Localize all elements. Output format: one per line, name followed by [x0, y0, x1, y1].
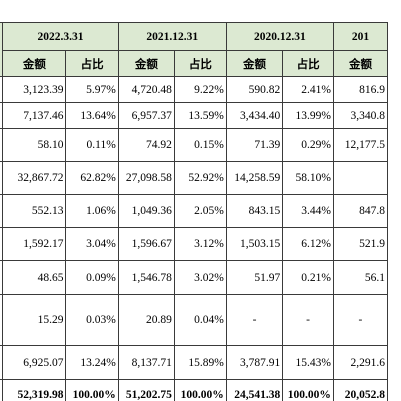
ratio-cell: 100.00%	[282, 379, 334, 401]
ratio-cell: 58.10%	[282, 161, 334, 195]
amount-cell: 8,137.71	[117, 345, 175, 380]
amount-cell: 14,258.59	[225, 161, 284, 195]
ratio-cell: 15.89%	[173, 345, 227, 380]
amount-cell: 847.8	[332, 194, 389, 228]
ratio-header: 占比	[65, 50, 119, 77]
ratio-header: 占比	[282, 50, 334, 77]
ratio-cell: 9.22%	[173, 76, 227, 103]
ratio-cell: 13.59%	[173, 102, 227, 129]
ratio-cell: 3.02%	[173, 260, 227, 295]
amount-header: 金额	[2, 50, 67, 77]
amount-cell: 1,503.15	[225, 227, 284, 261]
ratio-cell: 2.41%	[282, 76, 334, 103]
amount-cell: 816.9	[332, 76, 389, 103]
amount-cell: 20,052.8	[332, 379, 389, 401]
table-row: 15.29 0.03% 20.89 0.04% - - -	[0, 294, 389, 346]
amount-cell: 56.1	[332, 260, 389, 295]
amount-header: 金额	[332, 50, 389, 77]
amount-cell: 3,434.40	[225, 102, 284, 129]
table-row: 58.10 0.11% 74.92 0.15% 71.39 0.29% 12,1…	[0, 128, 389, 162]
amount-cell: 843.15	[225, 194, 284, 228]
amount-cell: 521.9	[332, 227, 389, 261]
amount-cell: 52,319.98	[2, 379, 67, 401]
ratio-cell: 0.09%	[65, 260, 119, 295]
amount-cell: 24,541.38	[225, 379, 284, 401]
amount-cell: 3,787.91	[225, 345, 284, 380]
ratio-cell: 100.00%	[65, 379, 119, 401]
amount-cell: 4,720.48	[117, 76, 175, 103]
ratio-cell: 0.21%	[282, 260, 334, 295]
amount-cell: 7,137.46	[2, 102, 67, 129]
amount-cell: 1,049.36	[117, 194, 175, 228]
row-label-cell	[0, 379, 4, 401]
amount-cell: 15.29	[2, 294, 67, 346]
amount-cell: -	[225, 294, 284, 346]
period-header: 2020.12.31	[225, 22, 334, 51]
amount-cell: 20.89	[117, 294, 175, 346]
amount-cell: 74.92	[117, 128, 175, 162]
ratio-cell: 3.12%	[173, 227, 227, 261]
amount-cell: 58.10	[2, 128, 67, 162]
period-header-row: 2022.3.31 2021.12.31 2020.12.31 201	[0, 22, 389, 77]
table-row: 3,123.39 5.97% 4,720.48 9.22% 590.82 2.4…	[0, 76, 389, 103]
ratio-cell: 2.05%	[173, 194, 227, 228]
period-header: 201	[332, 22, 389, 51]
amount-cell: 1,592.17	[2, 227, 67, 261]
amount-cell: 1,596.67	[117, 227, 175, 261]
ratio-cell: 13.24%	[65, 345, 119, 380]
ratio-cell: 100.00%	[173, 379, 227, 401]
amount-cell: 590.82	[225, 76, 284, 103]
amount-cell: 32,867.72	[2, 161, 67, 195]
ratio-cell: 0.11%	[65, 128, 119, 162]
ratio-cell: 3.04%	[65, 227, 119, 261]
ratio-cell: 1.06%	[65, 194, 119, 228]
amount-cell: 51,202.75	[117, 379, 175, 401]
amount-cell: 71.39	[225, 128, 284, 162]
amount-cell: 6,957.37	[117, 102, 175, 129]
amount-cell: 3,123.39	[2, 76, 67, 103]
ratio-cell: 5.97%	[65, 76, 119, 103]
amount-cell: 2,291.6	[332, 345, 389, 380]
amount-cell: 6,925.07	[2, 345, 67, 380]
ratio-header: 占比	[173, 50, 227, 77]
table-row: 6,925.07 13.24% 8,137.71 15.89% 3,787.91…	[0, 345, 389, 380]
amount-cell: 48.65	[2, 260, 67, 295]
ratio-cell: 15.43%	[282, 345, 334, 380]
ratio-cell: -	[282, 294, 334, 346]
period-header: 2021.12.31	[117, 22, 227, 51]
table-row: 32,867.72 62.82% 27,098.58 52.92% 14,258…	[0, 161, 389, 195]
table-row: 7,137.46 13.64% 6,957.37 13.59% 3,434.40…	[0, 102, 389, 129]
financial-table: 2022.3.31 2021.12.31 2020.12.31 201 金额 占…	[0, 22, 389, 401]
ratio-cell: 0.03%	[65, 294, 119, 346]
amount-cell: 552.13	[2, 194, 67, 228]
amount-header: 金额	[117, 50, 175, 77]
amount-cell: 51.97	[225, 260, 284, 295]
table-row: 1,592.17 3.04% 1,596.67 3.12% 1,503.15 6…	[0, 227, 389, 261]
ratio-cell: 0.04%	[173, 294, 227, 346]
amount-cell: -	[332, 294, 389, 346]
period-header: 2022.3.31	[2, 22, 119, 51]
ratio-cell: 62.82%	[65, 161, 119, 195]
table-row: 552.13 1.06% 1,049.36 2.05% 843.15 3.44%…	[0, 194, 389, 228]
amount-cell: 3,340.8	[332, 102, 389, 129]
ratio-cell: 0.15%	[173, 128, 227, 162]
ratio-cell: 13.64%	[65, 102, 119, 129]
ratio-cell: 6.12%	[282, 227, 334, 261]
amount-cell	[332, 161, 389, 195]
amount-cell: 1,546.78	[117, 260, 175, 295]
ratio-cell: 3.44%	[282, 194, 334, 228]
ratio-cell: 13.99%	[282, 102, 334, 129]
amount-cell: 27,098.58	[117, 161, 175, 195]
amount-header: 金额	[225, 50, 284, 77]
ratio-cell: 52.92%	[173, 161, 227, 195]
table-row: 48.65 0.09% 1,546.78 3.02% 51.97 0.21% 5…	[0, 260, 389, 295]
sub-header-row: 金额 占比 金额 占比 金额 占比 金额	[0, 50, 389, 77]
ratio-cell: 0.29%	[282, 128, 334, 162]
total-row: 52,319.98 100.00% 51,202.75 100.00% 24,5…	[0, 379, 389, 401]
amount-cell: 12,177.5	[332, 128, 389, 162]
